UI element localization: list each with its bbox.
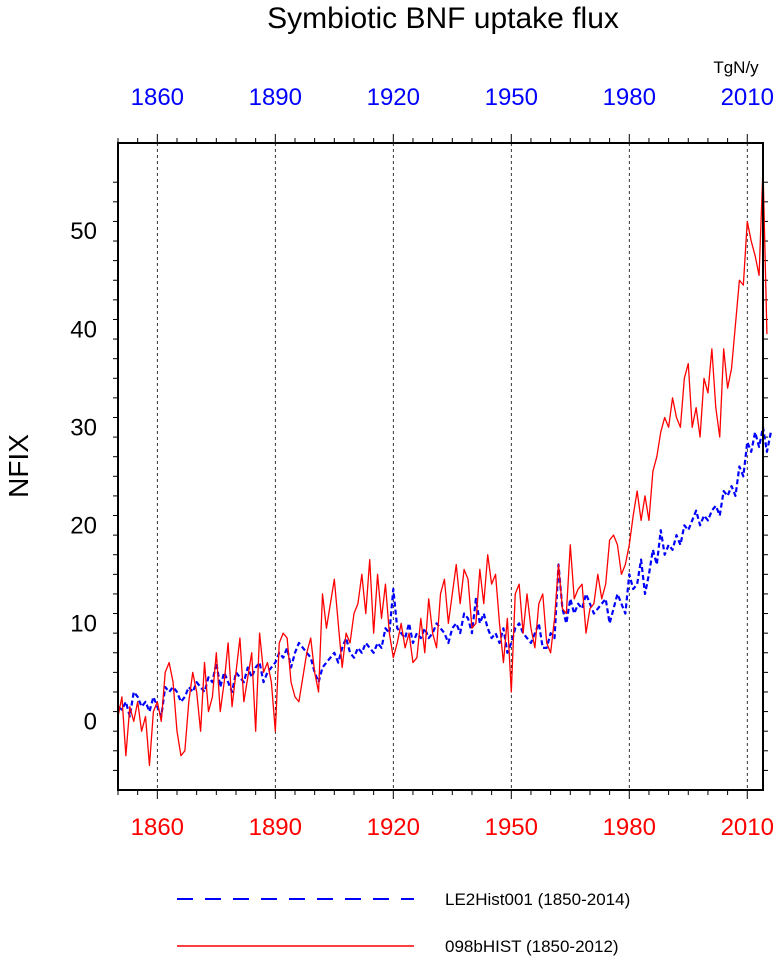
legend-label-le2: LE2Hist001 (1850-2014) [445,890,630,909]
x-tick-label-bottom-2010: 2010 [721,814,774,841]
x-tick-label-top-1950: 1950 [485,84,538,111]
legend-label-hist: 098bHIST (1850-2012) [445,937,619,956]
axis-ticks: 1860 1860 1890 1890 1920 1920 1950 1950 1980 1980… [70,84,774,841]
x-tick-label-top-2010: 2010 [721,84,774,111]
x-tick-label-top-1920: 1920 [367,84,420,111]
x-tick-label-top-1980: 1980 [603,84,656,111]
units-label: TgN/y [713,58,759,77]
y-tick-label-50: 50 [70,218,97,245]
x-tick-label-bottom-1950: 1950 [485,814,538,841]
y-tick-label-30: 30 [70,414,97,441]
legend: LE2Hist001 (1850-2014) 098bHIST (1850-20… [177,890,630,956]
series-line-le2hist001 [117,426,772,718]
series-lines [117,166,772,767]
x-tick-label-top-1860: 1860 [131,84,184,111]
y-tick-label-10: 10 [70,610,97,637]
plot-frame [117,142,764,791]
x-tick-label-bottom-1980: 1980 [603,814,656,841]
y-tick-label-0: 0 [84,708,97,735]
x-tick-label-bottom-1890: 1890 [249,814,302,841]
series-line-098bhist [117,166,768,767]
x-tick-label-bottom-1860: 1860 [131,814,184,841]
x-tick-label-top-1890: 1890 [249,84,302,111]
y-tick-label-20: 20 [70,512,97,539]
y-axis-label: NFIX [3,434,34,498]
chart-title: Symbiotic BNF uptake flux [267,2,619,35]
x-tick-label-bottom-1920: 1920 [367,814,420,841]
y-tick-label-40: 40 [70,316,97,343]
